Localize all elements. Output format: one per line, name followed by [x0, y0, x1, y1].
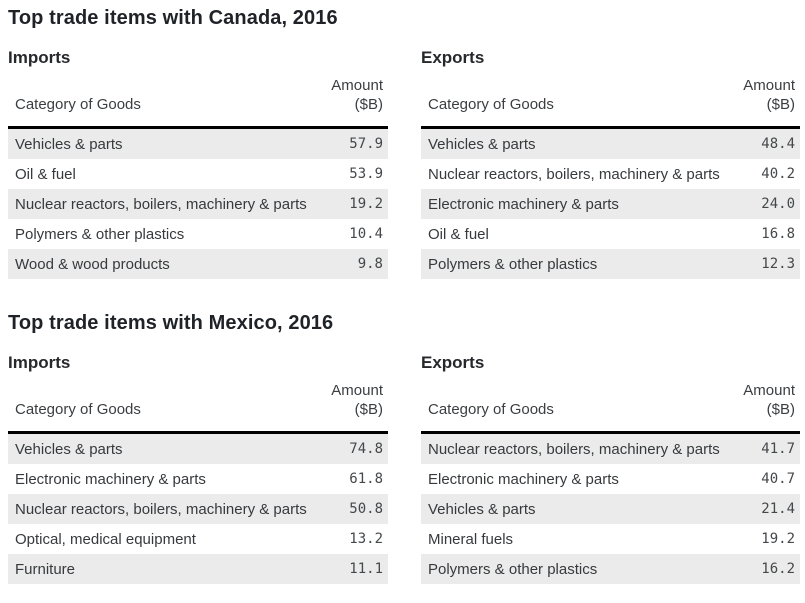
- table-row: Oil & fuel 53.9: [8, 159, 388, 189]
- table-row: Electronic machinery & parts 40.7: [421, 464, 800, 494]
- row-amount: 53.9: [349, 166, 383, 182]
- table-canada-imports: Imports Category of Goods Amount ($B) Veh…: [8, 48, 388, 279]
- row-category: Nuclear reactors, boilers, machinery & p…: [15, 195, 307, 213]
- table-row: Electronic machinery & parts 61.8: [8, 464, 388, 494]
- table-heading-imports: Imports: [8, 353, 71, 372]
- row-amount: 57.9: [349, 136, 383, 152]
- row-category: Furniture: [15, 560, 76, 578]
- row-amount: 9.8: [357, 256, 383, 272]
- row-category: Vehicles & parts: [428, 500, 536, 518]
- column-header-category: Category of Goods: [15, 96, 141, 113]
- mexico-tables-row: Imports Category of Goods Amount ($B) Veh…: [8, 353, 800, 584]
- row-category: Oil & fuel: [428, 225, 489, 243]
- row-amount: 19.2: [349, 196, 383, 212]
- row-category: Vehicles & parts: [428, 135, 536, 153]
- table-mexico-exports: Exports Category of Goods Amount ($B) Nuc…: [421, 353, 800, 584]
- row-amount: 16.8: [761, 226, 795, 242]
- table-row: Mineral fuels 19.2: [421, 524, 800, 554]
- row-amount: 12.3: [761, 256, 795, 272]
- row-category: Electronic machinery & parts: [15, 470, 206, 488]
- row-amount: 19.2: [761, 531, 795, 547]
- table-row: Polymers & other plastics 16.2: [421, 554, 800, 584]
- section-mexico: Top trade items with Mexico, 2016 Import…: [8, 311, 800, 584]
- table-header: Category of Goods Amount ($B): [421, 381, 800, 434]
- row-category: Optical, medical equipment: [15, 530, 196, 548]
- row-amount: 74.8: [349, 441, 383, 457]
- table-row: Vehicles & parts 21.4: [421, 494, 800, 524]
- table-header: Category of Goods Amount ($B): [421, 76, 800, 129]
- table-row: Wood & wood products 9.8: [8, 249, 388, 279]
- section-title-canada: Top trade items with Canada, 2016: [8, 7, 338, 29]
- row-amount: 24.0: [761, 196, 795, 212]
- table-body: Vehicles & parts 48.4 Nuclear reactors, …: [421, 129, 800, 279]
- table-row: Nuclear reactors, boilers, machinery & p…: [8, 494, 388, 524]
- table-header: Category of Goods Amount ($B): [8, 76, 388, 129]
- table-heading-exports: Exports: [421, 353, 485, 372]
- table-body: Vehicles & parts 57.9 Oil & fuel 53.9 Nu…: [8, 129, 388, 279]
- table-row: Nuclear reactors, boilers, machinery & p…: [421, 159, 800, 189]
- row-category: Mineral fuels: [428, 530, 514, 548]
- table-row: Nuclear reactors, boilers, machinery & p…: [8, 189, 388, 219]
- table-row: Vehicles & parts 48.4: [421, 129, 800, 159]
- row-category: Oil & fuel: [15, 165, 76, 183]
- row-amount: 21.4: [761, 501, 795, 517]
- row-amount: 16.2: [761, 561, 795, 577]
- row-amount: 48.4: [761, 136, 795, 152]
- row-amount: 10.4: [349, 226, 383, 242]
- row-category: Electronic machinery & parts: [428, 470, 619, 488]
- table-heading-imports: Imports: [8, 48, 71, 67]
- column-header-amount: Amount ($B): [743, 382, 795, 418]
- table-row: Optical, medical equipment 13.2: [8, 524, 388, 554]
- row-amount: 41.7: [761, 441, 795, 457]
- table-mexico-imports: Imports Category of Goods Amount ($B) Veh…: [8, 353, 388, 584]
- table-heading-exports: Exports: [421, 48, 485, 67]
- table-row: Furniture 11.1: [8, 554, 388, 584]
- row-category: Wood & wood products: [15, 255, 170, 273]
- section-title-mexico: Top trade items with Mexico, 2016: [8, 312, 334, 334]
- row-amount: 40.2: [761, 166, 795, 182]
- column-header-amount: Amount ($B): [331, 77, 383, 113]
- row-amount: 13.2: [349, 531, 383, 547]
- column-header-amount: Amount ($B): [743, 77, 795, 113]
- row-amount: 40.7: [761, 471, 795, 487]
- row-category: Polymers & other plastics: [15, 225, 185, 243]
- column-header-category: Category of Goods: [428, 401, 554, 418]
- row-category: Vehicles & parts: [15, 135, 123, 153]
- column-header-category: Category of Goods: [15, 401, 141, 418]
- table-header: Category of Goods Amount ($B): [8, 381, 388, 434]
- table-body: Nuclear reactors, boilers, machinery & p…: [421, 434, 800, 584]
- table-canada-exports: Exports Category of Goods Amount ($B) Veh…: [421, 48, 800, 279]
- row-category: Vehicles & parts: [15, 440, 123, 458]
- table-body: Vehicles & parts 74.8 Electronic machine…: [8, 434, 388, 584]
- row-category: Electronic machinery & parts: [428, 195, 619, 213]
- table-row: Nuclear reactors, boilers, machinery & p…: [421, 434, 800, 464]
- row-category: Nuclear reactors, boilers, machinery & p…: [428, 440, 720, 458]
- canada-tables-row: Imports Category of Goods Amount ($B) Veh…: [8, 48, 800, 279]
- table-row: Vehicles & parts 74.8: [8, 434, 388, 464]
- table-row: Polymers & other plastics 10.4: [8, 219, 388, 249]
- table-row: Oil & fuel 16.8: [421, 219, 800, 249]
- row-amount: 61.8: [349, 471, 383, 487]
- column-header-category: Category of Goods: [428, 96, 554, 113]
- row-category: Polymers & other plastics: [428, 255, 598, 273]
- row-category: Nuclear reactors, boilers, machinery & p…: [428, 165, 720, 183]
- row-category: Nuclear reactors, boilers, machinery & p…: [15, 500, 307, 518]
- row-amount: 50.8: [349, 501, 383, 517]
- table-row: Electronic machinery & parts 24.0: [421, 189, 800, 219]
- table-row: Vehicles & parts 57.9: [8, 129, 388, 159]
- table-row: Polymers & other plastics 12.3: [421, 249, 800, 279]
- row-category: Polymers & other plastics: [428, 560, 598, 578]
- column-header-amount: Amount ($B): [331, 382, 383, 418]
- section-canada: Top trade items with Canada, 2016 Import…: [8, 6, 800, 279]
- row-amount: 11.1: [349, 561, 383, 577]
